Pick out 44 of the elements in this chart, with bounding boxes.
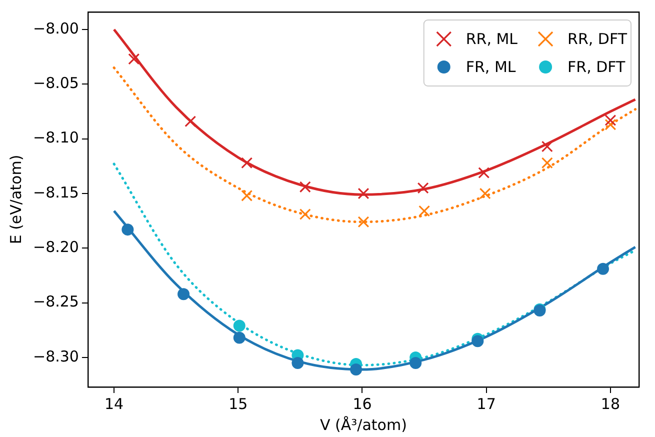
- point: [358, 188, 370, 200]
- x-tick-label: 18: [600, 394, 620, 413]
- point: [604, 114, 616, 126]
- y-tick-label: −8.10: [33, 128, 79, 147]
- y-tick-label: −8.30: [33, 347, 79, 366]
- x-tick-label: 16: [352, 394, 372, 413]
- x-tick-label: 14: [104, 394, 124, 413]
- point: [233, 320, 246, 332]
- y-tick-label: −8.00: [33, 19, 79, 38]
- point: [241, 190, 253, 202]
- legend-label: RR, DFT: [568, 30, 628, 48]
- point: [597, 262, 610, 275]
- x-axis-title: V (Å³/atom): [320, 416, 407, 434]
- point: [417, 182, 429, 194]
- y-tick-label: −8.15: [33, 183, 79, 202]
- point: [541, 157, 553, 169]
- point: [479, 188, 491, 200]
- point: [350, 364, 362, 376]
- legend-label: RR, ML: [466, 30, 518, 48]
- point: [472, 335, 484, 348]
- point: [299, 208, 311, 220]
- x-tick-label: 17: [476, 394, 496, 413]
- line-series: [112, 28, 637, 196]
- point: [358, 216, 370, 228]
- point: [418, 205, 430, 217]
- legend-label: FR, ML: [466, 58, 516, 76]
- point: [128, 53, 140, 65]
- point: [299, 181, 311, 193]
- point: [233, 332, 246, 344]
- point: [122, 224, 134, 236]
- point: [292, 356, 304, 369]
- y-axis-title: E (eV/atom): [6, 154, 25, 244]
- point: [478, 166, 490, 178]
- point: [241, 157, 253, 169]
- point: [178, 288, 190, 300]
- y-tick-label: −8.20: [33, 238, 79, 256]
- legend-label: FR, DFT: [568, 58, 626, 76]
- point: [604, 118, 616, 130]
- y-tick-label: −8.25: [33, 292, 79, 311]
- x-tick-label: 15: [228, 394, 248, 413]
- point: [184, 116, 196, 128]
- point: [410, 356, 422, 369]
- y-tick-label: −8.05: [33, 74, 79, 92]
- point: [541, 140, 553, 152]
